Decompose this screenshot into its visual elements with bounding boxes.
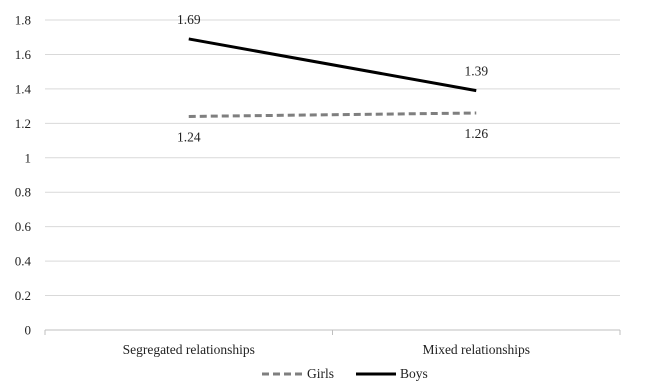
y-tick-label: 1.4 — [15, 81, 32, 96]
y-tick-label: 1 — [25, 150, 32, 165]
data-label: 1.26 — [464, 126, 488, 141]
x-tick-label: Segregated relationships — [123, 342, 255, 357]
data-label: 1.39 — [464, 64, 488, 79]
y-tick-label: 0.4 — [15, 254, 32, 269]
y-tick-label: 1.8 — [15, 13, 31, 28]
data-label: 1.24 — [177, 129, 201, 144]
legend: Girls Boys — [262, 366, 428, 381]
data-label: 1.69 — [177, 12, 201, 27]
axes — [44, 329, 621, 335]
legend-label: Boys — [400, 366, 428, 381]
y-tick-labels: 0 0.2 0.4 0.6 0.8 1 1.2 1.4 1.6 1.8 — [15, 13, 32, 338]
legend-label: Girls — [307, 366, 334, 381]
y-tick-label: 0.8 — [15, 185, 31, 200]
y-tick-label: 0.6 — [15, 219, 32, 234]
y-tick-label: 1.2 — [15, 116, 31, 131]
series-lines — [188, 37, 477, 118]
series-line-boys — [188, 37, 477, 93]
y-tick-label: 0.2 — [15, 288, 31, 303]
x-tick-label: Mixed relationships — [422, 342, 530, 357]
gridlines — [45, 19, 620, 297]
y-tick-label: 0 — [25, 323, 32, 338]
data-labels: 1.24 1.26 1.69 1.39 — [177, 12, 488, 144]
series-line-girls — [188, 111, 477, 118]
y-tick-label: 1.6 — [15, 47, 32, 62]
x-tick-labels: Segregated relationships Mixed relationsh… — [123, 342, 530, 357]
